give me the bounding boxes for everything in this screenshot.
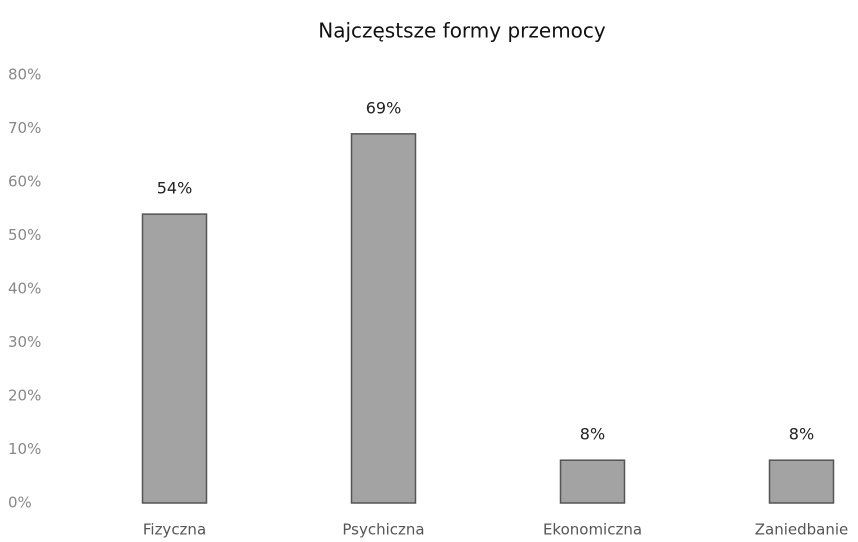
- y-tick-label: 80%: [8, 66, 41, 84]
- x-tick-label: Ekonomiczna: [543, 521, 642, 539]
- y-tick-label: 70%: [8, 119, 41, 137]
- y-tick-label: 50%: [8, 226, 41, 244]
- chart-title: Najczęstsze formy przemocy: [318, 19, 606, 43]
- y-tick-label: 0%: [8, 494, 32, 512]
- bar: [768, 459, 835, 504]
- y-tick-label: 60%: [8, 173, 41, 191]
- bar: [141, 213, 208, 504]
- value-label: 69%: [366, 98, 402, 117]
- y-tick-label: 20%: [8, 387, 41, 405]
- y-tick-label: 30%: [8, 333, 41, 351]
- y-tick-label: 10%: [8, 440, 41, 458]
- y-tick-label: 40%: [8, 280, 41, 298]
- x-tick-label: Zaniedbanie: [755, 521, 849, 539]
- x-tick-label: Fizyczna: [143, 521, 206, 539]
- value-label: 54%: [157, 179, 193, 198]
- value-label: 8%: [789, 425, 814, 444]
- x-tick-label: Psychiczna: [342, 521, 424, 539]
- bar: [559, 459, 626, 504]
- value-label: 8%: [580, 425, 605, 444]
- bar: [350, 133, 417, 504]
